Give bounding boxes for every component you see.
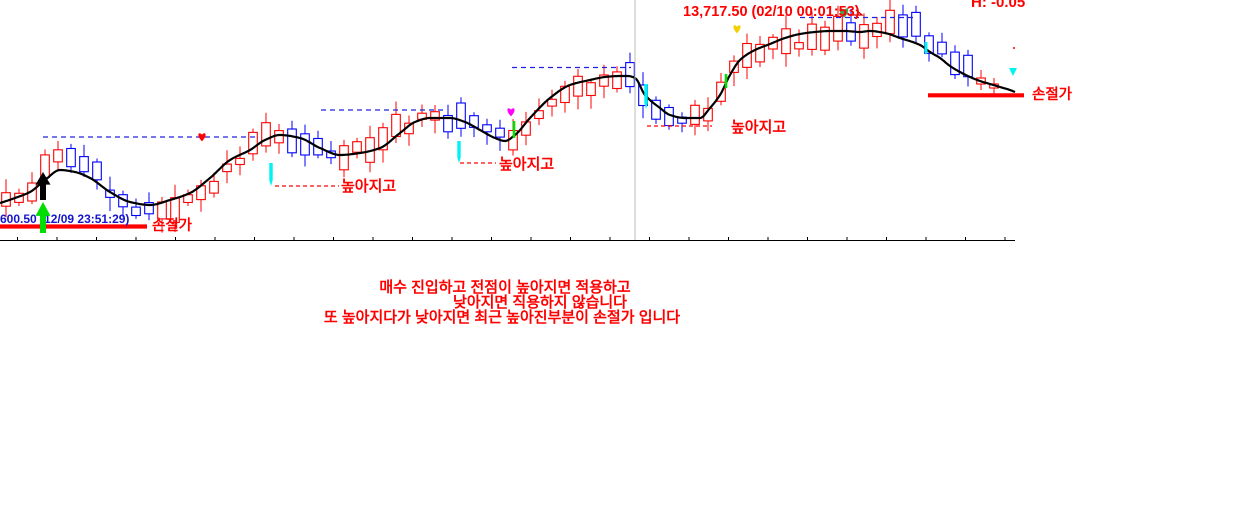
svg-text:H: -0.05: H: -0.05: [971, 0, 1025, 11]
svg-text:13,717.50 (02/10 00:01:53): 13,717.50 (02/10 00:01:53): [683, 4, 860, 20]
svg-text:손절가: 손절가: [1032, 86, 1073, 103]
svg-text:높아지고: 높아지고: [731, 119, 786, 136]
svg-text:손절가: 손절가: [152, 217, 193, 234]
svg-text:또 높아지다가 낮아지면 최근 높아진부분이 손절: 또 높아지다가 낮아지면 최근 높아진부분이 손절가 입니다: [324, 308, 680, 326]
svg-text:높아지고: 높아지고: [341, 178, 396, 195]
svg-text:600.50 (12/09 23:51:29): 600.50 (12/09 23:51:29): [0, 212, 129, 226]
svg-text:높아지고: 높아지고: [499, 156, 554, 173]
